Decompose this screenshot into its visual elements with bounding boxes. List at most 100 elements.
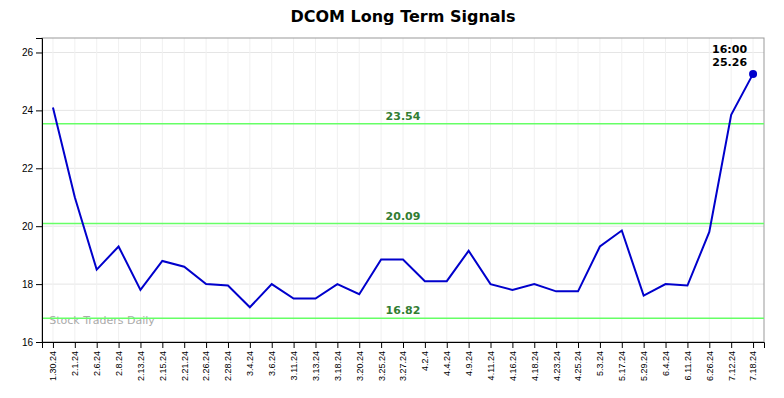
tick: 3.20.24 (355, 342, 365, 381)
tick: 2.26.24 (201, 342, 211, 381)
grid-line (249, 38, 250, 342)
tick-mark (512, 342, 513, 348)
tick: 4.25.24 (573, 342, 583, 381)
tick-label: 3.25.24 (377, 351, 387, 381)
plot-frame (42, 38, 764, 342)
tick-label: 6.11.24 (683, 351, 693, 380)
tick: 3.11.24 (289, 342, 299, 380)
grid-line (206, 38, 207, 342)
chart: DCOM Long Term Signals Stock Traders Dail… (0, 0, 784, 398)
tick-label: 4.4.24 (442, 351, 452, 376)
tick: 22 (22, 163, 42, 174)
axis-line (43, 343, 765, 349)
tick-label: 4.16.24 (508, 351, 518, 381)
tick-mark (687, 342, 688, 348)
tick: 2.8.24 (114, 342, 124, 376)
grid-line (512, 38, 513, 342)
grid-line (96, 38, 97, 342)
tick: 3.25.24 (377, 342, 387, 381)
tick-mark (403, 342, 404, 348)
watermark: Stock Traders Daily (49, 314, 155, 327)
tick-mark (491, 342, 492, 348)
grid-line (271, 38, 272, 342)
grid-line (709, 38, 710, 342)
tick-mark (272, 342, 273, 348)
tick-label: 20 (22, 221, 34, 232)
tick-label: 3.18.24 (333, 351, 343, 381)
tick-label: 2.6.24 (92, 351, 102, 376)
grid-line (74, 38, 75, 342)
axis-line (36, 39, 43, 343)
tick-mark (644, 342, 645, 348)
reference-label: 16.82 (386, 304, 421, 317)
tick: 24 (22, 105, 42, 116)
tick: 3.13.24 (311, 342, 321, 381)
tick-label: 4.23.24 (552, 351, 562, 381)
tick-label: 4.25.24 (573, 351, 583, 381)
tick: 4.23.24 (552, 342, 562, 381)
tick: 3.27.24 (398, 342, 408, 381)
tick-mark (250, 342, 251, 348)
tick-label: 6.26.24 (705, 351, 715, 381)
tick-mark (162, 342, 163, 348)
tick-label: 3.11.24 (289, 351, 299, 380)
grid-line (118, 38, 119, 342)
tick: 3.4.24 (245, 342, 255, 376)
tick-mark (381, 342, 382, 348)
tick-label: 4.2.4 (420, 351, 430, 371)
tick-mark (184, 342, 185, 348)
tick: 20 (22, 221, 42, 232)
grid-line (687, 38, 688, 342)
tick-mark (556, 342, 557, 348)
tick-label: 3.4.24 (245, 351, 255, 376)
y-axis: 16 18 20 22 24 26 (22, 39, 43, 348)
grid-line (731, 38, 732, 342)
tick-label: 3.27.24 (398, 351, 408, 381)
tick-label: 4.11.24 (486, 351, 496, 380)
tick-label: 7.12.24 (727, 351, 737, 381)
tick-mark (206, 342, 207, 348)
grid-line (381, 38, 382, 342)
tick: 3.6.24 (267, 342, 277, 376)
grid-line (534, 38, 535, 342)
grid-line (424, 38, 425, 342)
grid-line (578, 38, 579, 342)
tick-mark (228, 342, 229, 348)
tick: 6.4.24 (661, 342, 671, 376)
tick-label: 5.3.24 (595, 351, 605, 376)
tick: 6.26.24 (705, 342, 715, 381)
tick: 18 (22, 279, 42, 290)
reference-line (42, 223, 764, 225)
tick-label: 6.4.24 (661, 351, 671, 376)
tick: 2.13.24 (136, 342, 146, 381)
tick-mark (119, 342, 120, 348)
tick-label: 2.28.24 (223, 351, 233, 381)
tick-mark (666, 342, 667, 348)
tick-label: 5.29.24 (639, 351, 649, 381)
grid-line (621, 38, 622, 342)
tick-label: 5.17.24 (617, 351, 627, 381)
title: DCOM Long Term Signals (290, 7, 515, 26)
grid (42, 38, 764, 342)
tick-label: 2.15.24 (158, 351, 168, 381)
grid-line (556, 38, 557, 342)
tick: 26 (22, 47, 42, 58)
plot: Stock Traders Daily23.5420.0916.8216:002… (22, 38, 765, 381)
tick-mark (140, 342, 141, 348)
tick-mark (53, 342, 54, 348)
tick-mark (36, 226, 42, 227)
reference-line (42, 123, 764, 125)
tick-mark (534, 342, 535, 348)
tick: 4.11.24 (486, 342, 496, 380)
reference-label: 20.09 (386, 210, 421, 223)
tick-label: 16 (22, 337, 34, 348)
grid-line (52, 38, 53, 342)
tick-mark (36, 110, 42, 111)
tick: 5.17.24 (617, 342, 627, 381)
grid-line (446, 38, 447, 342)
tick-mark (425, 342, 426, 348)
grid-line (403, 38, 404, 342)
tick-label: 26 (22, 47, 34, 58)
tick-label: 3.6.24 (267, 351, 277, 376)
tick-label: 24 (22, 105, 34, 116)
